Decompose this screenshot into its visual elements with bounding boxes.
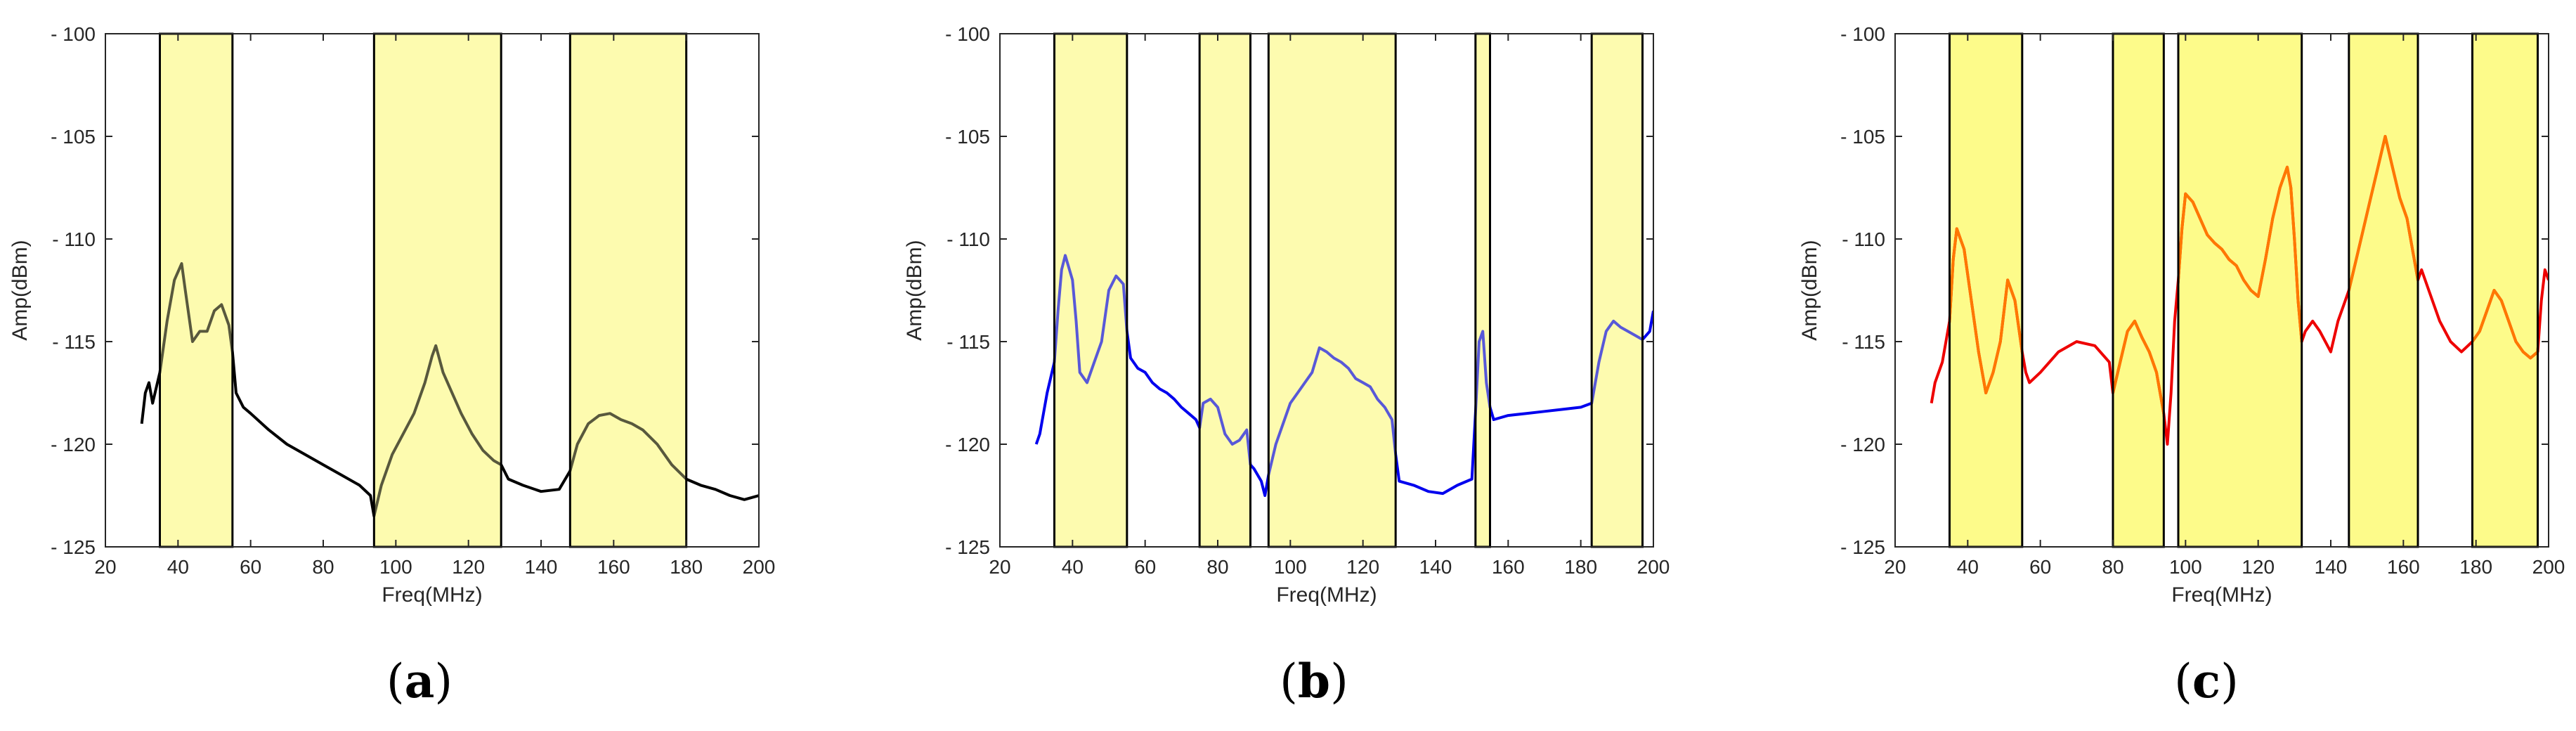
caption-a: (a) <box>386 654 453 709</box>
x-axis-label: Freq(MHz) <box>382 583 482 607</box>
x-tick-label: 60 <box>1134 556 1156 578</box>
y-tick-label: - 110 <box>947 228 990 250</box>
x-axis-label: Freq(MHz) <box>1276 583 1377 607</box>
x-tick-label: 180 <box>1564 556 1597 578</box>
band-tint-1 <box>1054 34 1127 547</box>
highlight-band-2 <box>1199 34 1251 547</box>
band-tint-1 <box>160 34 233 547</box>
highlight-band-3 <box>570 34 687 547</box>
band-tint-2 <box>1199 34 1251 547</box>
y-tick-label: - 110 <box>1842 228 1885 250</box>
x-tick-label: 40 <box>167 556 189 578</box>
band-tint-4 <box>1475 34 1490 547</box>
y-axis-label: Amp(dBm) <box>8 240 32 340</box>
highlight-band-5 <box>2472 34 2538 547</box>
y-tick-label: - 100 <box>945 23 990 45</box>
x-tick-label: 120 <box>2242 556 2275 578</box>
highlight-band-4 <box>2348 34 2418 547</box>
axes-box <box>999 33 1654 548</box>
axes-box <box>105 33 760 548</box>
x-tick-label: 40 <box>1062 556 1084 578</box>
x-tick-label: 160 <box>2387 556 2420 578</box>
chart-panel-a: 20 40 60 80 100 120 140 160 180 200 - 125 - 120 - 11… <box>8 23 775 607</box>
x-tick-label: 20 <box>1884 556 1906 578</box>
highlight-band-1 <box>1054 34 1127 547</box>
y-tick-label: - 100 <box>1840 23 1885 45</box>
series-line-in-band-1 <box>1949 227 2022 394</box>
band-tint-5 <box>1592 34 1643 547</box>
y-tick-label: - 115 <box>52 331 96 353</box>
x-tick-label: 80 <box>312 556 334 578</box>
series-line-1 <box>1034 254 1653 497</box>
x-tick-label: 120 <box>452 556 485 578</box>
y-axis-label: Amp(dBm) <box>1798 240 1821 340</box>
y-tick-label: - 110 <box>52 228 96 250</box>
y-tick-label: - 105 <box>1840 126 1885 148</box>
x-tick-label: 200 <box>2532 556 2565 578</box>
caption-b: (b) <box>1280 654 1348 709</box>
y-tick-label: - 115 <box>947 331 990 353</box>
band-tint-3 <box>570 34 687 547</box>
band-tint-3 <box>1268 34 1396 547</box>
x-tick-label: 200 <box>743 556 776 578</box>
series-line-1 <box>140 262 759 518</box>
x-tick-label: 140 <box>525 556 558 578</box>
x-axis-label: Freq(MHz) <box>2171 583 2272 607</box>
highlight-band-5 <box>1592 34 1643 547</box>
y-tick-label: - 100 <box>51 23 96 45</box>
y-tick-label: - 105 <box>945 126 990 148</box>
y-tick-label: - 120 <box>945 434 990 455</box>
x-tick-label: 40 <box>1957 556 1979 578</box>
y-tick-label: - 125 <box>1840 536 1885 558</box>
x-tick-label: 20 <box>989 556 1010 578</box>
highlight-band-3 <box>2178 34 2302 547</box>
chart-panel-b: 20 40 60 80 100 120 140 160 180 200 - 125 - 120 - 11… <box>903 23 1670 607</box>
axes-box <box>1894 33 2549 548</box>
x-tick-label: 80 <box>1206 556 1228 578</box>
x-tick-label: 160 <box>597 556 630 578</box>
x-tick-label: 200 <box>1637 556 1670 578</box>
series-line-in-band-3 <box>2178 165 2302 343</box>
y-tick-label: - 125 <box>51 536 96 558</box>
x-tick-label: 140 <box>2315 556 2348 578</box>
x-tick-label: 140 <box>1419 556 1452 578</box>
chart-panel-c: 20 40 60 80 100 120 140 160 180 200 - 125 - 120 - 11… <box>1798 23 2565 607</box>
y-tick-label: - 125 <box>945 536 990 558</box>
highlight-band-2 <box>2113 34 2164 547</box>
y-tick-label: - 115 <box>1842 331 1885 353</box>
x-tick-label: 60 <box>240 556 261 578</box>
highlight-band-2 <box>374 34 502 547</box>
x-tick-label: 160 <box>1492 556 1525 578</box>
x-tick-label: 60 <box>2029 556 2051 578</box>
y-tick-label: - 120 <box>1840 434 1885 455</box>
caption-c: (c) <box>2174 654 2239 709</box>
x-tick-label: 180 <box>670 556 703 578</box>
highlight-band-3 <box>1268 34 1396 547</box>
x-tick-label: 80 <box>2102 556 2123 578</box>
x-tick-label: 100 <box>2169 556 2202 578</box>
x-tick-label: 120 <box>1346 556 1379 578</box>
highlight-band-4 <box>1475 34 1490 547</box>
y-tick-label: - 120 <box>51 434 96 455</box>
band-tint-2 <box>374 34 502 547</box>
x-tick-label: 20 <box>94 556 116 578</box>
x-tick-label: 100 <box>1274 556 1307 578</box>
y-tick-label: - 105 <box>51 126 96 148</box>
x-tick-label: 100 <box>379 556 412 578</box>
x-tick-label: 180 <box>2459 556 2492 578</box>
y-axis-label: Amp(dBm) <box>903 240 926 340</box>
